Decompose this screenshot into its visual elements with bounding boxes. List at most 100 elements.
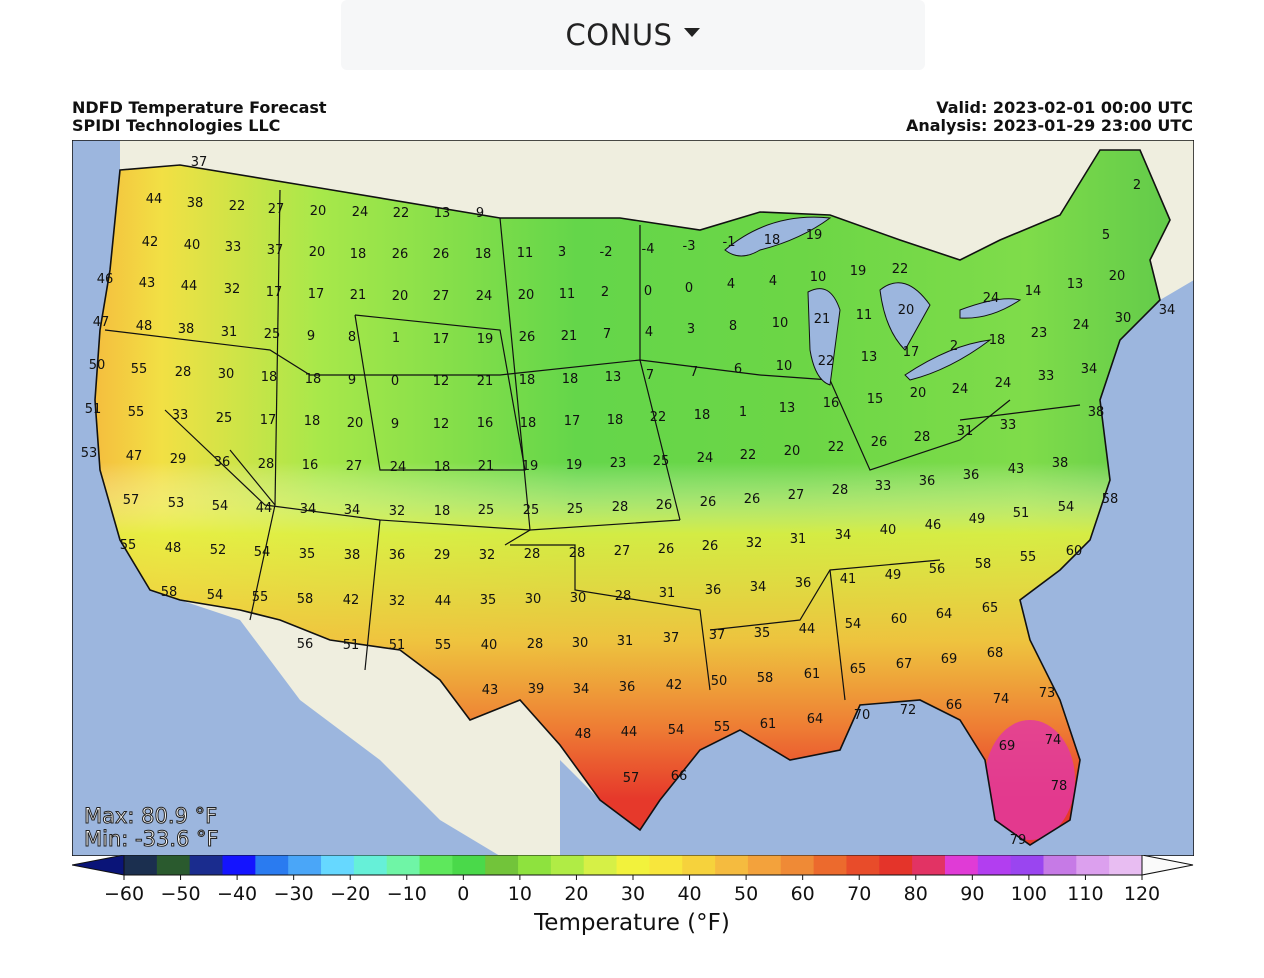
temperature-value: 18 [607,413,624,428]
map-header-right: Valid: 2023-02-01 00:00 UTC Analysis: 20… [906,99,1193,135]
temperature-value: 32 [746,536,763,551]
temperature-value: 58 [297,592,314,607]
temperature-value: 38 [1088,405,1105,420]
temperature-value: 64 [936,607,953,622]
temperature-value: 38 [1052,456,1069,471]
temperature-value: 20 [898,303,915,318]
temperature-value: 16 [823,396,840,411]
temperature-value: 61 [760,717,777,732]
temperature-value: 26 [392,247,409,262]
temperature-value: 18 [434,460,451,475]
temperature-value: 2 [950,339,958,354]
temperature-value: 3 [558,245,566,260]
temperature-value: 21 [561,329,578,344]
temperature-value: 36 [619,680,636,695]
temperature-value: 48 [165,541,182,556]
temperature-value: 51 [343,638,360,653]
temperature-value: 17 [903,345,920,360]
temperature-value: 46 [925,518,942,533]
colorbar-cell [682,855,716,875]
colorbar-cell [485,855,519,875]
temperature-value: 26 [700,495,717,510]
temperature-value: 32 [389,594,406,609]
temperature-value: 60 [891,612,908,627]
temperature-value: 30 [1115,311,1132,326]
temperature-value: 37 [267,243,284,258]
temperature-value: 17 [433,332,450,347]
temperature-value: 5 [1102,228,1110,243]
colorbar-tick-label: 110 [1067,883,1103,905]
region-select-dropdown[interactable]: CONUS [341,0,925,70]
temperature-value: 32 [479,548,496,563]
temperature-value: 19 [566,458,583,473]
temperature-value: 26 [871,435,888,450]
temperature-value: 52 [210,543,227,558]
temperature-value: 20 [347,416,364,431]
colorbar: −60 −50 −40 −30 −20 −10 0 10 20 30 40 50 60 70 80 90 100… [72,855,1194,905]
temperature-value: 10 [810,270,827,285]
temperature-value: 70 [854,708,871,723]
temperature-value: 25 [523,503,540,518]
temperature-value: 58 [1102,492,1119,507]
temperature-value: 35 [754,626,771,641]
temperature-value: 28 [832,483,849,498]
temperature-value: 27 [346,459,363,474]
colorbar-tick-label: 100 [1011,883,1047,905]
colorbar-cell [715,855,749,875]
temperature-value: 57 [123,493,140,508]
temperature-value: 23 [1031,326,1048,341]
temperature-value: 44 [435,594,452,609]
temperature-value: 44 [256,501,273,516]
temperature-value: 24 [1073,318,1090,333]
temperature-value: 31 [221,325,238,340]
temperature-value: 20 [309,245,326,260]
temperature-value: 15 [867,392,884,407]
temperature-value: 22 [828,440,845,455]
temperature-value: 17 [564,414,581,429]
state-borders [104,189,1081,701]
temperature-value: 32 [389,504,406,519]
colorbar-cell [288,855,322,875]
temperature-value: 33 [225,240,242,255]
temperature-value: 31 [957,424,974,439]
temperature-value: 36 [963,468,980,483]
temperature-value: 23 [610,456,627,471]
temperature-value: 21 [478,459,495,474]
temperature-value: -2 [600,245,613,260]
region-select-label: CONUS [565,18,673,52]
temperature-value: 28 [615,589,632,604]
colorbar-cell [1043,855,1077,875]
temperature-value: 29 [170,452,187,467]
temperature-value: 58 [975,557,992,572]
temperature-value: 44 [621,725,638,740]
temperature-value: 11 [517,246,534,261]
temperature-value: 27 [788,488,805,503]
temperature-value: 29 [434,548,451,563]
colorbar-cell [747,855,782,875]
map-header-left: NDFD Temperature Forecast SPIDI Technolo… [72,99,327,135]
temperature-value: 20 [518,288,535,303]
temperature-value: 33 [1038,369,1055,384]
colorbar-cell [156,855,191,875]
temperature-value: 3 [687,322,695,337]
temperature-value: 54 [212,499,229,514]
temperature-value: 11 [559,287,576,302]
temperature-value: 30 [218,367,235,382]
temperature-value: 24 [952,382,969,397]
temperature-value: 60 [1066,544,1083,559]
temperature-value: 19 [522,459,539,474]
temperature-value: 20 [310,204,327,219]
temperature-value: 35 [299,547,316,562]
temperature-value: 48 [575,727,592,742]
temperature-value: 58 [757,671,774,686]
temperature-value: 14 [1025,284,1042,299]
temperature-value: 28 [527,637,544,652]
temperature-value: 1 [739,405,747,420]
colorbar-tick-label: −10 [387,883,427,905]
temperature-value: 50 [711,674,728,689]
colorbar-cell [912,855,946,875]
temperature-value: 74 [1045,733,1062,748]
temperature-value: 0 [644,284,652,299]
temperature-value: 51 [1013,506,1030,521]
